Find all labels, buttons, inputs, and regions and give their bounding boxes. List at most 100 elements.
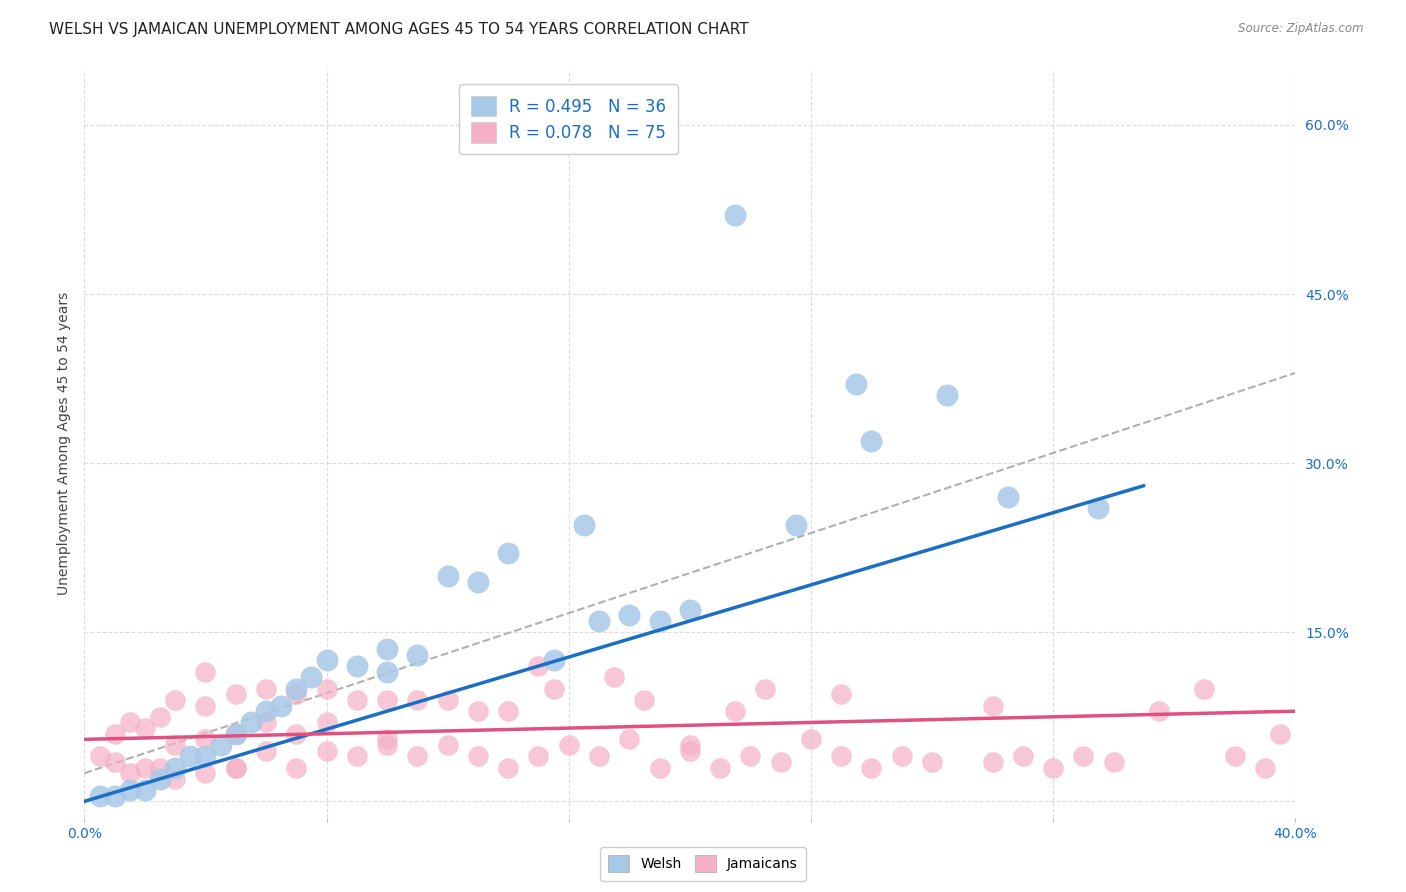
- Point: [648, 614, 671, 628]
- Point: [225, 727, 247, 741]
- Text: Source: ZipAtlas.com: Source: ZipAtlas.com: [1239, 22, 1364, 36]
- Point: [254, 681, 277, 696]
- Point: [134, 760, 156, 774]
- Point: [375, 732, 398, 747]
- Point: [315, 653, 337, 667]
- Point: [603, 670, 626, 684]
- Point: [149, 710, 172, 724]
- Point: [285, 681, 308, 696]
- Point: [754, 681, 776, 696]
- Point: [209, 738, 232, 752]
- Point: [149, 772, 172, 786]
- Point: [225, 687, 247, 701]
- Point: [830, 687, 852, 701]
- Point: [1147, 704, 1170, 718]
- Point: [285, 760, 308, 774]
- Point: [1073, 749, 1095, 764]
- Point: [375, 642, 398, 657]
- Point: [619, 732, 641, 747]
- Point: [648, 760, 671, 774]
- Point: [1194, 681, 1216, 696]
- Point: [679, 738, 702, 752]
- Point: [467, 749, 489, 764]
- Point: [769, 755, 792, 769]
- Point: [619, 608, 641, 623]
- Point: [118, 783, 141, 797]
- Point: [1011, 749, 1033, 764]
- Point: [118, 766, 141, 780]
- Point: [724, 704, 747, 718]
- Point: [285, 687, 308, 701]
- Point: [346, 693, 368, 707]
- Point: [165, 693, 187, 707]
- Point: [588, 614, 610, 628]
- Point: [254, 715, 277, 730]
- Legend: Welsh, Jamaicans: Welsh, Jamaicans: [600, 847, 806, 880]
- Point: [679, 603, 702, 617]
- Point: [997, 490, 1019, 504]
- Point: [830, 749, 852, 764]
- Point: [572, 518, 595, 533]
- Point: [921, 755, 943, 769]
- Point: [149, 760, 172, 774]
- Point: [194, 698, 217, 713]
- Point: [860, 434, 883, 448]
- Text: WELSH VS JAMAICAN UNEMPLOYMENT AMONG AGES 45 TO 54 YEARS CORRELATION CHART: WELSH VS JAMAICAN UNEMPLOYMENT AMONG AGE…: [49, 22, 749, 37]
- Point: [1087, 501, 1109, 516]
- Point: [406, 693, 429, 707]
- Point: [375, 665, 398, 679]
- Point: [179, 749, 201, 764]
- Point: [194, 749, 217, 764]
- Point: [375, 738, 398, 752]
- Point: [1254, 760, 1277, 774]
- Point: [134, 783, 156, 797]
- Point: [225, 760, 247, 774]
- Point: [1102, 755, 1125, 769]
- Point: [981, 698, 1004, 713]
- Point: [557, 738, 579, 752]
- Point: [709, 760, 731, 774]
- Point: [118, 715, 141, 730]
- Point: [346, 749, 368, 764]
- Point: [254, 704, 277, 718]
- Point: [496, 546, 519, 560]
- Point: [315, 681, 337, 696]
- Point: [104, 727, 127, 741]
- Point: [785, 518, 807, 533]
- Point: [890, 749, 912, 764]
- Point: [89, 789, 111, 803]
- Point: [165, 738, 187, 752]
- Point: [496, 704, 519, 718]
- Point: [467, 574, 489, 589]
- Point: [270, 698, 292, 713]
- Point: [633, 693, 655, 707]
- Point: [679, 744, 702, 758]
- Point: [104, 789, 127, 803]
- Point: [225, 760, 247, 774]
- Point: [496, 760, 519, 774]
- Point: [724, 208, 747, 222]
- Point: [543, 653, 565, 667]
- Point: [1223, 749, 1246, 764]
- Y-axis label: Unemployment Among Ages 45 to 54 years: Unemployment Among Ages 45 to 54 years: [58, 292, 72, 595]
- Point: [315, 715, 337, 730]
- Point: [346, 659, 368, 673]
- Point: [299, 670, 322, 684]
- Point: [89, 749, 111, 764]
- Point: [981, 755, 1004, 769]
- Point: [543, 681, 565, 696]
- Point: [800, 732, 823, 747]
- Point: [936, 388, 959, 402]
- Point: [375, 693, 398, 707]
- Point: [194, 766, 217, 780]
- Point: [285, 727, 308, 741]
- Point: [1268, 727, 1291, 741]
- Point: [1042, 760, 1064, 774]
- Point: [845, 377, 868, 392]
- Point: [104, 755, 127, 769]
- Point: [467, 704, 489, 718]
- Point: [254, 744, 277, 758]
- Point: [860, 760, 883, 774]
- Point: [436, 569, 458, 583]
- Point: [225, 727, 247, 741]
